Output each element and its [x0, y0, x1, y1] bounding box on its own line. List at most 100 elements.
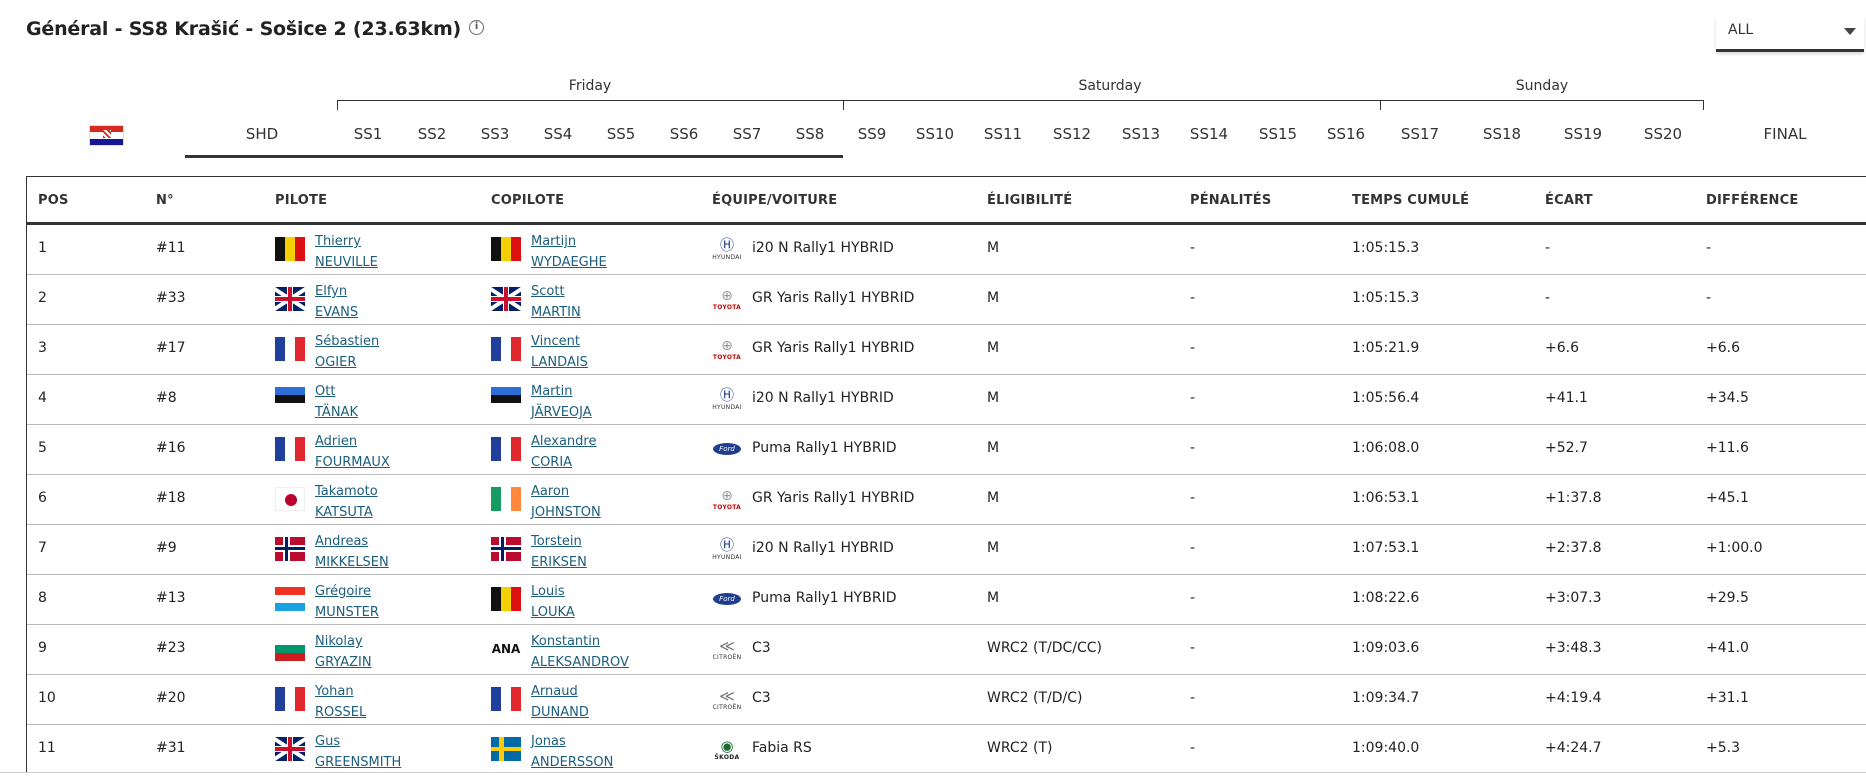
stage-tab-ss8[interactable]: SS8	[795, 125, 825, 143]
codriver-last-name-link[interactable]: ERIKSEN	[531, 555, 587, 570]
table-row[interactable]: 3 #17 Sébastien OGIER Vincent LANDAIS ⊕ TOYOTA G…	[27, 325, 1866, 375]
codriver-first-name-link[interactable]: Arnaud	[531, 684, 578, 699]
codriver-first-name-link[interactable]: Louis	[531, 584, 565, 599]
stage-tab-ss1[interactable]: SS1	[353, 125, 383, 143]
table-row[interactable]: 5 #16 Adrien FOURMAUX Alexandre CORIA Ford Puma…	[27, 425, 1866, 475]
stage-tab-ss4[interactable]: SS4	[543, 125, 573, 143]
stage-tab-ss19[interactable]: SS19	[1563, 125, 1603, 143]
codriver-last-name-link[interactable]: DUNAND	[531, 705, 589, 720]
codriver-first-name-link[interactable]: Konstantin	[531, 634, 601, 649]
codriver-first-name-link[interactable]: Alexandre	[531, 434, 597, 449]
category-filter-select[interactable]: ALL	[1716, 16, 1864, 52]
codriver-first-name-link[interactable]: Martin	[531, 384, 573, 399]
cell-gap: +41.1	[1545, 390, 1588, 406]
codriver-last-name-link[interactable]: CORIA	[531, 455, 573, 470]
table-row[interactable]: 6 #18 Takamoto KATSUTA Aaron JOHNSTON ⊕ TOYOTA G…	[27, 475, 1866, 525]
codriver-first-name-link[interactable]: Martijn	[531, 234, 577, 249]
driver-first-name-link[interactable]: Ott	[315, 384, 336, 399]
driver-first-name-link[interactable]: Takamoto	[315, 484, 378, 499]
driver-first-name-link[interactable]: Elfyn	[315, 284, 348, 299]
col-header-copilote[interactable]: COPILOTE	[491, 193, 565, 208]
table-row[interactable]: 9 #23 Nikolay GRYAZIN ANA Konstantin ALEKSANDR…	[27, 625, 1866, 675]
col-header-difference[interactable]: DIFFÉRENCE	[1706, 193, 1799, 208]
stage-tab-ss15[interactable]: SS15	[1258, 125, 1298, 143]
codriver-last-name-link[interactable]: ANDERSSON	[531, 755, 614, 770]
col-header-number[interactable]: N°	[156, 193, 174, 208]
driver-last-name-link[interactable]: NEUVILLE	[315, 255, 378, 270]
codriver-last-name-link[interactable]: MARTIN	[531, 305, 581, 320]
cell-total-time: 1:09:34.7	[1352, 690, 1420, 706]
stage-tab-ss3[interactable]: SS3	[480, 125, 510, 143]
codriver-last-name-link[interactable]: LOUKA	[531, 605, 575, 620]
col-header-eligibilite[interactable]: ÉLIGIBILITÉ	[987, 193, 1073, 208]
table-row[interactable]: 8 #13 Grégoire MUNSTER Louis LOUKA Ford Puma Ra…	[27, 575, 1866, 625]
table-row[interactable]: 7 #9 Andreas MIKKELSEN Torstein ERIKSEN Ⓗ HYUND…	[27, 525, 1866, 575]
col-header-pilote[interactable]: PILOTE	[275, 193, 328, 208]
table-row[interactable]: 11 #31 Gus GREENSMITH Jonas ANDERSSON ◉ ŠKODA Fa…	[27, 725, 1866, 775]
citroen-logo-icon: ≪ CITROËN	[712, 686, 742, 711]
cell-difference: +31.1	[1706, 690, 1749, 706]
driver-last-name-link[interactable]: MUNSTER	[315, 605, 379, 620]
driver-last-name-link[interactable]: ROSSEL	[315, 705, 367, 720]
driver-last-name-link[interactable]: FOURMAUX	[315, 455, 390, 470]
stage-tab-ss12[interactable]: SS12	[1052, 125, 1092, 143]
driver-first-name-link[interactable]: Thierry	[315, 234, 361, 249]
stage-tab-ss20[interactable]: SS20	[1643, 125, 1683, 143]
driver-last-name-link[interactable]: MIKKELSEN	[315, 555, 389, 570]
codriver-last-name-link[interactable]: WYDAEGHE	[531, 255, 607, 270]
driver-last-name-link[interactable]: GREENSMITH	[315, 755, 402, 770]
driver-last-name-link[interactable]: KATSUTA	[315, 505, 373, 520]
driver-first-name-link[interactable]: Yohan	[315, 684, 354, 699]
driver-last-name-link[interactable]: EVANS	[315, 305, 359, 320]
codriver-first-name-link[interactable]: Torstein	[531, 534, 582, 549]
stage-tab-ss14[interactable]: SS14	[1189, 125, 1229, 143]
driver-first-name-link[interactable]: Andreas	[315, 534, 369, 549]
codriver-first-name-link[interactable]: Scott	[531, 284, 565, 299]
driver-last-name-link[interactable]: OGIER	[315, 355, 357, 370]
stage-tab-ss6[interactable]: SS6	[669, 125, 699, 143]
table-row[interactable]: 2 #33 Elfyn EVANS Scott MARTIN ⊕ TOYOTA GR Yaris…	[27, 275, 1866, 325]
stage-tab-ss18[interactable]: SS18	[1482, 125, 1522, 143]
driver-last-name-link[interactable]: TÄNAK	[315, 405, 358, 420]
codriver-first-name-link[interactable]: Jonas	[531, 734, 566, 749]
table-row[interactable]: 10 #20 Yohan ROSSEL Arnaud DUNAND ≪ CITROËN C3 WR…	[27, 675, 1866, 725]
day-bracket-friday	[337, 100, 843, 110]
codriver-last-name-link[interactable]: LANDAIS	[531, 355, 588, 370]
stage-tab-final[interactable]: FINAL	[1763, 125, 1807, 143]
stage-tab-ss5[interactable]: SS5	[606, 125, 636, 143]
driver-first-name-link[interactable]: Nikolay	[315, 634, 363, 649]
col-header-ecart[interactable]: ÉCART	[1545, 193, 1593, 208]
stage-tab-ss11[interactable]: SS11	[983, 125, 1023, 143]
col-header-pos[interactable]: POS	[38, 193, 69, 208]
stage-tab-ss13[interactable]: SS13	[1121, 125, 1161, 143]
codriver-last-name-link[interactable]: ALEKSANDROV	[531, 655, 629, 670]
codriver-last-name-link[interactable]: JOHNSTON	[531, 505, 601, 520]
codriver-first-name-link[interactable]: Aaron	[531, 484, 570, 499]
codriver-name: Louis LOUKA	[531, 581, 575, 623]
col-header-equipe[interactable]: ÉQUIPE/VOITURE	[712, 193, 838, 208]
stage-tab-ss17[interactable]: SS17	[1400, 125, 1440, 143]
stage-tab-ss9[interactable]: SS9	[857, 125, 887, 143]
cell-number: #13	[156, 590, 186, 606]
codriver-last-name-link[interactable]: JÄRVEOJA	[531, 405, 592, 420]
driver-first-name-link[interactable]: Grégoire	[315, 584, 372, 599]
stage-tab-shd[interactable]: SHD	[245, 125, 279, 143]
stage-tab-ss16[interactable]: SS16	[1326, 125, 1366, 143]
codriver-first-name-link[interactable]: Vincent	[531, 334, 580, 349]
driver-first-name-link[interactable]: Sébastien	[315, 334, 380, 349]
stage-tab-ss10[interactable]: SS10	[915, 125, 955, 143]
col-header-penalites[interactable]: PÉNALITÉS	[1190, 193, 1272, 208]
driver-first-name-link[interactable]: Adrien	[315, 434, 358, 449]
page-title: Général - SS8 Krašić - Sošice 2 (23.63km…	[26, 18, 485, 40]
info-icon[interactable]: i	[469, 20, 485, 35]
driver-first-name-link[interactable]: Gus	[315, 734, 341, 749]
toyota-logo-icon: ⊕ TOYOTA	[712, 487, 742, 511]
stage-tab-ss2[interactable]: SS2	[417, 125, 447, 143]
stage-tab-ss7[interactable]: SS7	[732, 125, 762, 143]
table-row[interactable]: 1 #11 Thierry NEUVILLE Martijn WYDAEGHE Ⓗ HYUND…	[27, 225, 1866, 275]
driver-last-name-link[interactable]: GRYAZIN	[315, 655, 372, 670]
table-row[interactable]: 4 #8 Ott TÄNAK Martin JÄRVEOJA Ⓗ HYUNDAI i20 N R…	[27, 375, 1866, 425]
cell-difference: +11.6	[1706, 440, 1749, 456]
col-header-temps[interactable]: TEMPS CUMULÉ	[1352, 193, 1470, 208]
cell-car: GR Yaris Rally1 HYBRID	[752, 490, 915, 506]
